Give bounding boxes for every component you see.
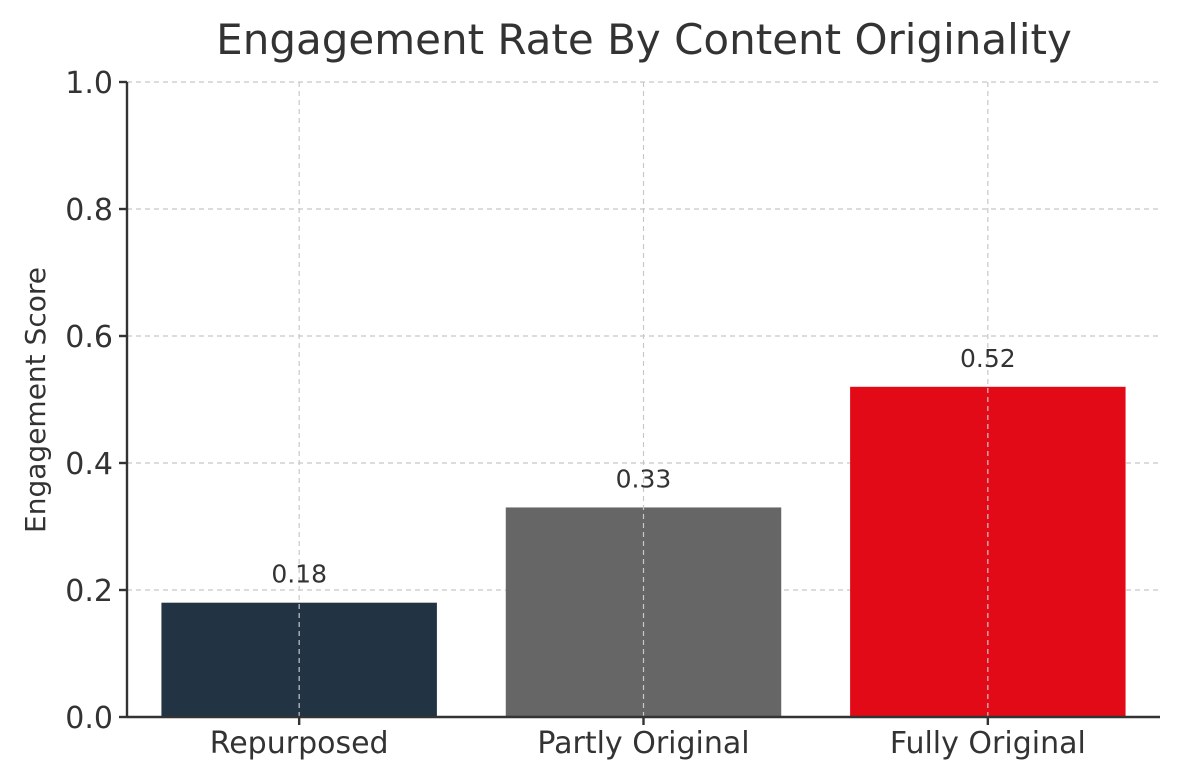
- bar-value-label: 0.18: [271, 560, 327, 589]
- y-tick-label: 0.0: [65, 701, 113, 736]
- y-tick-label: 0.2: [65, 574, 113, 609]
- bar-value-label: 0.33: [616, 464, 672, 493]
- tick-labels: 0.0 0.2 0.4 0.6 0.8 1.0 Repurposed Partly Origi…: [65, 66, 1086, 761]
- y-axis-label: Engagement Score: [19, 267, 52, 533]
- y-tick-label: 0.6: [65, 320, 113, 355]
- y-tick-label: 0.4: [65, 447, 113, 482]
- bar-value-label: 0.52: [960, 344, 1016, 373]
- y-tick-label: 0.8: [65, 193, 113, 228]
- x-gridlines: [298, 82, 989, 717]
- value-labels: 0.18 0.33 0.52: [271, 344, 1015, 589]
- chart-title: Engagement Rate By Content Originality: [216, 15, 1072, 64]
- y-tick-label: 1.0: [65, 66, 113, 101]
- x-tick-label: Partly Original: [537, 726, 749, 761]
- x-tick-label: Repurposed: [210, 726, 389, 761]
- x-tick-label: Fully Original: [890, 726, 1086, 761]
